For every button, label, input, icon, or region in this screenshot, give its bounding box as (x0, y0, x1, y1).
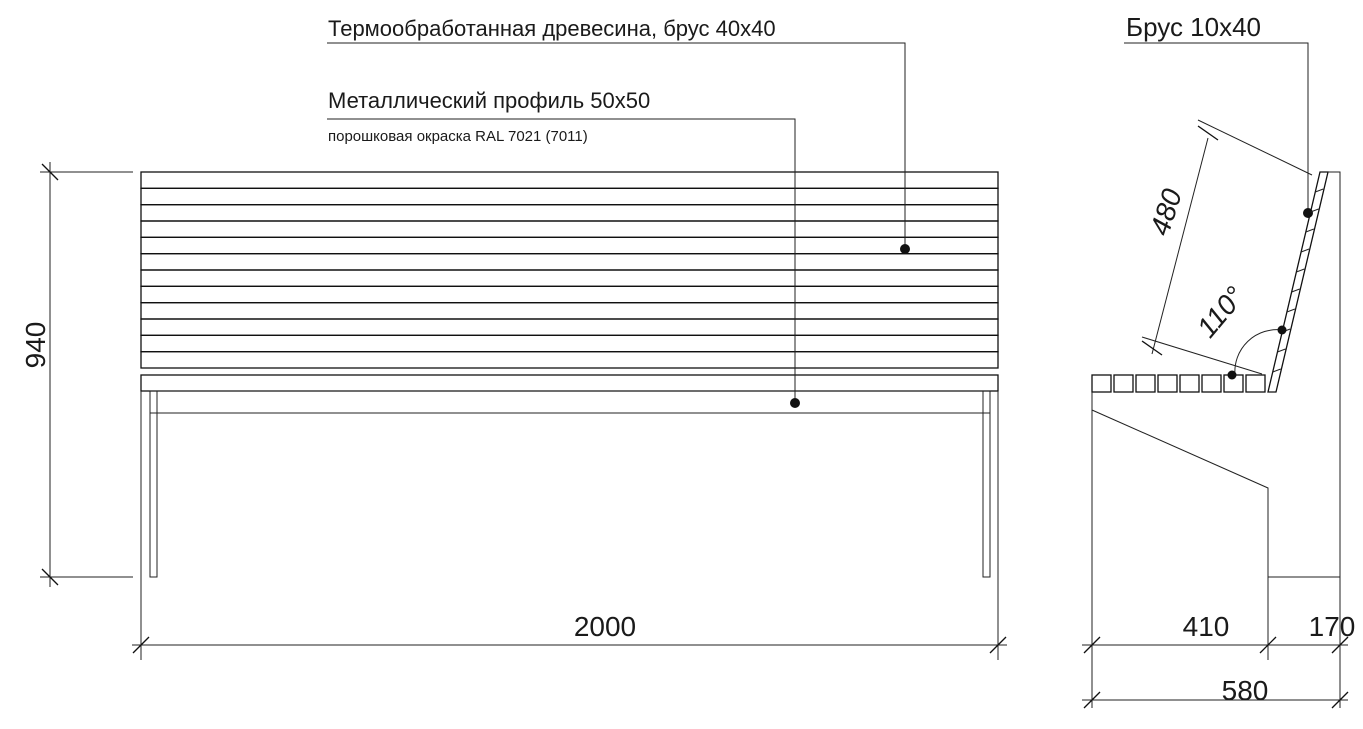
back-slat-joint (1296, 268, 1305, 273)
right-leg (982, 390, 991, 578)
dimension-tick (1083, 636, 1101, 654)
back-slat-joints (1272, 188, 1324, 373)
backrest-slat (140, 269, 999, 287)
dimension-tick (41, 568, 59, 586)
dimension-text: 940 (20, 322, 51, 369)
angle-dot (1227, 370, 1237, 380)
callout-subtext: порошковая окраска RAL 7021 (7011) (328, 128, 588, 145)
seat-slat (140, 374, 999, 392)
backrest-slat (140, 334, 999, 353)
angle-dot (1277, 325, 1287, 335)
dimension-text: 2000 (574, 611, 636, 642)
leader-line (327, 118, 796, 403)
seat-slats (1091, 374, 1266, 393)
back-slat-joint (1291, 288, 1300, 293)
dimension-tick (1259, 636, 1277, 654)
side-view: 410 170 580 480 110° (1082, 119, 1356, 709)
backrest-slat (140, 171, 999, 189)
callouts: Термообработанная древесина, брус 40х40 … (327, 12, 1313, 408)
seat-slat-section (1157, 374, 1178, 393)
front-view: 940 2000 (20, 162, 1007, 660)
dimension-tick (989, 636, 1007, 654)
dimension-tick (1197, 125, 1219, 141)
dimension-tick (1331, 636, 1349, 654)
back-slat-joint (1310, 208, 1319, 213)
dimension-tick (1331, 691, 1349, 709)
back-slat-joint (1305, 228, 1314, 233)
seat-slat-section (1113, 374, 1134, 393)
side-frame (1328, 171, 1341, 577)
angle-arc (1234, 329, 1283, 376)
dimension-line (1151, 137, 1209, 355)
back-slat-joint (1300, 248, 1310, 253)
backrest-slat (140, 318, 999, 336)
leader-dot (790, 398, 800, 408)
seat-slat-section (1135, 374, 1156, 393)
dimension-text: 410 (1183, 611, 1230, 642)
callout-text: Термообработанная древесина, брус 40х40 (328, 16, 776, 41)
extension-line (1141, 336, 1263, 375)
dimension-text: 170 (1309, 611, 1356, 642)
backrest-slat (140, 236, 999, 255)
callout-text: Металлический профиль 50х50 (328, 88, 650, 113)
back-slat-joint (1286, 308, 1296, 313)
back-slat-joint (1272, 368, 1281, 373)
dimension-tick (1141, 340, 1163, 356)
back-slats (1267, 171, 1329, 393)
backrest-slats (140, 171, 999, 369)
seat-slat-section (1201, 374, 1222, 393)
backrest-slat (140, 187, 999, 206)
dimension-text: 480 (1144, 185, 1188, 239)
dimension-tick (1083, 691, 1101, 709)
extension-line (1197, 119, 1313, 176)
callout-text: Брус 10х40 (1126, 12, 1261, 42)
backrest-slat (140, 253, 999, 271)
dimension-text: 580 (1222, 675, 1269, 706)
backrest-slat (140, 285, 999, 304)
side-frame (1091, 392, 1340, 578)
back-slat-joint (1277, 348, 1286, 353)
dimension-tick (41, 163, 59, 181)
dimension-tick (132, 636, 150, 654)
leader-line (1124, 42, 1309, 213)
backrest-slat (140, 220, 999, 238)
seat-slat-section (1091, 374, 1112, 393)
left-leg (149, 390, 158, 578)
backrest-slat (140, 302, 999, 320)
leader-line (327, 42, 906, 249)
backrest-slat (140, 204, 999, 222)
frame-beam (149, 390, 991, 414)
angle-text: 110° (1191, 281, 1251, 344)
back-slat-joint (1315, 188, 1324, 193)
leader-dot (900, 244, 910, 254)
seat-slat-section (1245, 374, 1266, 393)
backrest-slat (140, 351, 999, 369)
seat-slat-section (1179, 374, 1200, 393)
